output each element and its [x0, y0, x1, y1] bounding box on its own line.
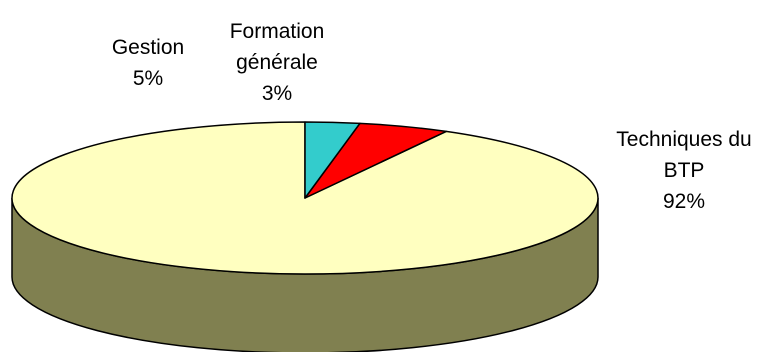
pie-slices	[11, 121, 599, 275]
label-text: BTP	[664, 159, 705, 182]
label-value: 3%	[262, 82, 292, 105]
label-text: Techniques du	[616, 128, 751, 151]
label-formation-generale: Formation générale 3%	[230, 20, 325, 105]
label-value: 92%	[663, 190, 705, 213]
label-text: Gestion	[112, 36, 184, 59]
label-techniques-du-btp: Techniques du BTP 92%	[616, 128, 751, 213]
label-text: générale	[236, 51, 318, 74]
label-value: 5%	[133, 67, 163, 90]
slice-formation-generale	[304, 121, 361, 199]
label-text: Formation	[230, 20, 325, 43]
label-gestion: Gestion 5%	[112, 36, 184, 90]
slice-labels: Techniques du BTP 92% Gestion 5% Formation gén…	[112, 20, 752, 213]
